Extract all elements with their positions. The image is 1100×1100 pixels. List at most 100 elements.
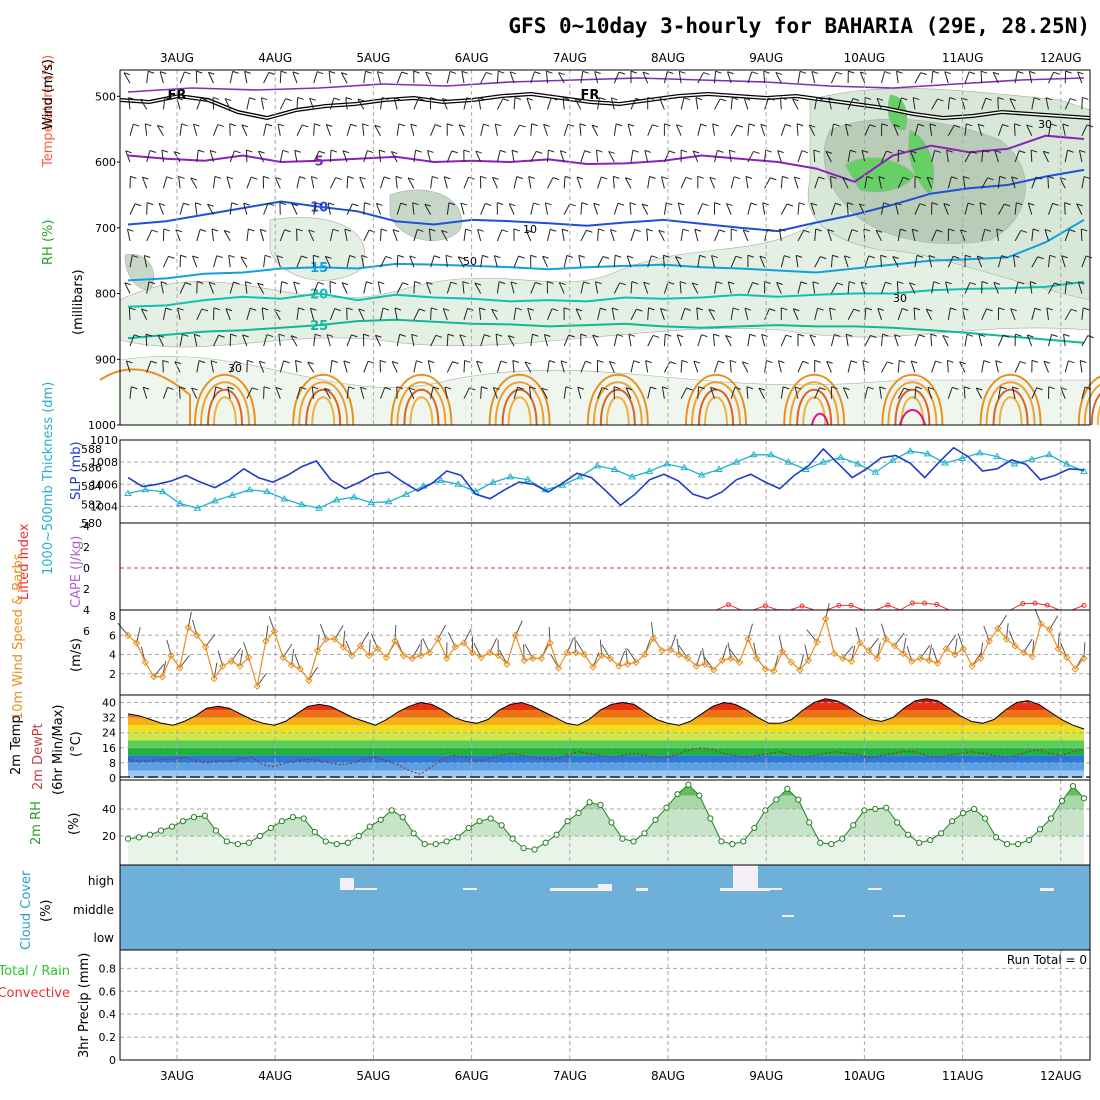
rh2m-marker — [806, 819, 813, 826]
temp-band — [128, 770, 1084, 778]
wind-barb — [691, 282, 699, 294]
wind-barb-flag — [645, 360, 652, 364]
wind-barb — [597, 256, 604, 268]
rh-shade-7 — [389, 189, 462, 241]
rh2m-marker — [487, 815, 494, 822]
wind-barb — [511, 150, 515, 163]
wind-barb-flag — [1063, 333, 1070, 337]
wind-barb-flag — [601, 176, 608, 180]
wind-barb-flag — [732, 307, 740, 311]
wind-barb-flag — [178, 175, 185, 179]
wind-barb — [229, 281, 234, 294]
wind-barb-flag — [133, 123, 140, 127]
wind-barb — [964, 282, 971, 294]
wind-barb — [1077, 71, 1083, 84]
wind-barb-flag — [351, 334, 358, 338]
wind-barb-flag — [877, 307, 884, 311]
wind-barb-flag — [463, 149, 470, 153]
wind-barb — [961, 97, 966, 110]
wind-barb — [1011, 386, 1016, 399]
wind-barb-flag — [694, 228, 702, 232]
wind-barb-flag — [291, 203, 299, 207]
wind-barb-flag — [302, 124, 309, 128]
wind-barb — [308, 229, 315, 242]
wind-barb-flag — [142, 176, 149, 180]
wind-barb-flag — [182, 333, 189, 337]
wind-barb-flag — [616, 123, 623, 127]
thickness-marker — [1045, 450, 1054, 458]
date-label-bottom-9: 12AUG — [1040, 1069, 1082, 1083]
wind-barb — [244, 71, 248, 84]
wind-barb — [463, 97, 468, 110]
warm-isotherm — [403, 388, 440, 426]
rh2m-marker — [630, 838, 637, 845]
wind-barb — [313, 151, 320, 163]
wind-barb — [530, 202, 534, 215]
wind-barb — [542, 256, 548, 268]
wind-barb — [1031, 308, 1036, 320]
wind10-marker — [796, 666, 804, 674]
wind-barb-flag — [214, 175, 222, 179]
warm-isotherm — [887, 381, 938, 426]
wind-barb-flag — [934, 149, 941, 153]
rh2m-marker — [388, 807, 395, 814]
thickness-marker — [245, 485, 254, 493]
wind-barb — [396, 255, 399, 268]
ylabel-temp: Temperature (°C) — [41, 55, 56, 168]
wind-barb-flag — [217, 124, 224, 128]
wind10-marker — [546, 639, 554, 647]
date-label-top-9: 12AUG — [1040, 51, 1082, 65]
wind-barb-flag — [798, 202, 806, 206]
wind-barb-flag — [618, 71, 626, 75]
rh-contour-label-0: 30 — [1038, 118, 1052, 131]
wind-barb-flag — [844, 255, 851, 259]
wind-barb-flag — [963, 175, 970, 179]
wind-barb-flag — [375, 334, 382, 338]
wind-barb — [1048, 203, 1054, 215]
date-label-bottom-7: 10AUG — [844, 1069, 886, 1083]
wind-barb — [127, 229, 131, 242]
wind-barb — [480, 123, 484, 136]
wind-barb — [463, 308, 468, 320]
wind-barb-flag — [425, 71, 432, 75]
warm-isotherm — [998, 396, 1023, 426]
ylabel-wind: Wind (m/s) — [41, 59, 56, 130]
wind-barb-flag — [764, 281, 771, 284]
wind-barb — [279, 98, 287, 110]
wind-barb-flag — [130, 175, 137, 179]
wind-barb-flag — [792, 98, 799, 102]
rh2m-marker — [949, 818, 956, 825]
wind-barb — [524, 361, 532, 373]
wind-barb — [628, 334, 632, 347]
wind-barb — [563, 124, 569, 136]
wind-barb — [342, 150, 348, 163]
wind-barb-flag — [279, 202, 287, 206]
wind-barb — [580, 150, 586, 163]
wind-barb — [997, 124, 1003, 136]
wind-barb — [795, 255, 799, 268]
wind-barb-flag — [225, 308, 233, 312]
wind-barb — [659, 98, 665, 110]
cloud-block — [893, 915, 905, 917]
wind-barb-flag — [482, 254, 489, 258]
wind-barb — [844, 123, 849, 136]
wind-barb — [446, 202, 450, 215]
wind-barb-flag — [348, 386, 355, 390]
wind-barb-flag — [802, 360, 809, 364]
date-label-top-6: 9AUG — [749, 51, 783, 65]
wind-barb — [345, 97, 348, 110]
rh2m-marker — [762, 807, 769, 814]
rh2m-marker — [410, 830, 417, 837]
wind-barb — [209, 150, 214, 163]
wind-barb — [157, 335, 164, 347]
wind-barb — [680, 308, 686, 320]
wind-barb-flag — [567, 123, 575, 127]
wind-barb — [879, 386, 882, 399]
wind-barb-flag — [692, 150, 700, 154]
wind-barb-flag — [365, 70, 372, 74]
wind-barb — [442, 308, 448, 320]
wind-barb — [981, 97, 987, 110]
wind-barb — [412, 202, 415, 215]
wind-barb-flag — [718, 360, 725, 364]
rh2m-marker — [982, 815, 989, 822]
